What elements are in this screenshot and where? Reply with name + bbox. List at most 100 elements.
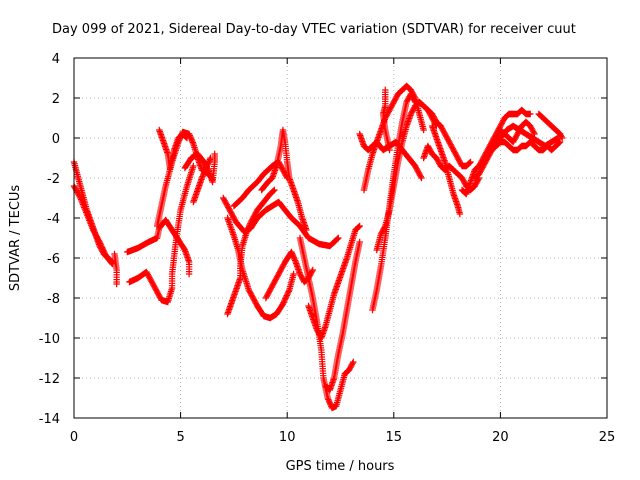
data-point (554, 134, 562, 142)
data-point (289, 251, 296, 259)
data-point (187, 133, 194, 141)
data-point (175, 137, 183, 144)
y-tick-label: 2 (52, 92, 60, 107)
data-point (201, 169, 208, 176)
x-tick-label: 25 (599, 430, 616, 445)
data-point (211, 150, 218, 158)
data-point (282, 293, 290, 301)
data-point (418, 174, 425, 182)
data-point (101, 250, 108, 257)
data-point (190, 162, 197, 170)
data-point (325, 396, 332, 403)
data-point (288, 248, 295, 256)
data-point (204, 161, 211, 169)
data-point (556, 138, 564, 146)
data-point (206, 157, 213, 165)
data-point (420, 126, 427, 134)
data-point (247, 220, 254, 227)
y-axis-label: SDTVAR / TECUs (8, 185, 23, 292)
data-point (186, 132, 193, 139)
y-tick-label: -12 (39, 372, 60, 387)
data-point (245, 223, 253, 230)
y-tick-label: -10 (39, 332, 60, 347)
data-point (290, 253, 297, 260)
series-arc-18 (322, 238, 363, 394)
data-point (308, 268, 316, 275)
series-arc-26 (428, 122, 464, 218)
data-point (466, 159, 474, 166)
data-point (556, 139, 563, 146)
series-arc-14 (258, 126, 310, 234)
series-arc-11 (224, 214, 297, 322)
data-point (199, 171, 207, 179)
data-point (411, 93, 418, 100)
data-point (245, 224, 252, 231)
data-point (281, 296, 289, 303)
data-point (205, 159, 212, 166)
y-tick-label: -8 (47, 292, 60, 307)
data-point (350, 358, 357, 366)
data-point (202, 164, 210, 172)
data-point (244, 227, 251, 234)
data-point (288, 250, 296, 257)
data-point (381, 224, 388, 231)
data-point (467, 158, 474, 166)
series-arc-27 (458, 106, 534, 198)
data-point (303, 226, 310, 234)
data-point (201, 167, 209, 175)
data-point (291, 257, 299, 264)
data-marks (70, 82, 566, 412)
data-point (188, 137, 196, 145)
series-arc-2 (70, 182, 116, 268)
data-point (326, 399, 333, 406)
data-point (290, 270, 297, 278)
data-point (113, 280, 120, 288)
data-point (108, 259, 115, 267)
data-point (270, 187, 277, 194)
series-arc-12 (230, 158, 291, 210)
x-axis-label: GPS time / hours (286, 459, 395, 474)
series-arc-10 (220, 194, 342, 250)
data-point (97, 241, 105, 248)
data-point (177, 133, 185, 140)
x-tick-label: 0 (70, 430, 78, 445)
series-arc-1 (70, 158, 116, 266)
data-point (465, 160, 473, 167)
data-point (417, 173, 425, 180)
series-arc-9 (190, 154, 214, 206)
data-point (185, 270, 193, 278)
data-point (555, 140, 562, 147)
data-point (291, 255, 298, 263)
data-point (198, 174, 206, 182)
data-point (325, 397, 333, 405)
x-tick-label: 5 (176, 430, 184, 445)
data-point (189, 139, 196, 146)
y-tick-label: 0 (52, 132, 60, 147)
data-point (243, 228, 250, 236)
data-point (326, 400, 334, 407)
axis-ticks: 0 5 10 15 20 25 -14 -12 -10 -8 -6 -4 -2 0 2 4 (39, 52, 616, 445)
data-point (204, 160, 212, 167)
series-arc-28 (471, 118, 538, 182)
series-arc-17 (305, 222, 363, 342)
data-point (283, 292, 290, 299)
data-point (355, 223, 363, 230)
series-arc-25 (424, 106, 474, 170)
data-point (100, 247, 107, 254)
data-point (98, 243, 105, 250)
data-point (207, 154, 214, 162)
data-point (386, 146, 393, 154)
data-point (309, 266, 316, 274)
series-arc-5 (126, 162, 197, 306)
data-point (244, 225, 252, 233)
y-tick-label: 4 (52, 52, 60, 67)
series-arc-30 (535, 110, 566, 142)
y-tick-label: -4 (47, 212, 60, 227)
x-tick-label: 10 (279, 430, 296, 445)
data-point (187, 135, 195, 142)
series-arc-29 (488, 138, 564, 154)
data-point (246, 221, 253, 229)
data-point (96, 238, 103, 246)
data-point (202, 166, 209, 173)
